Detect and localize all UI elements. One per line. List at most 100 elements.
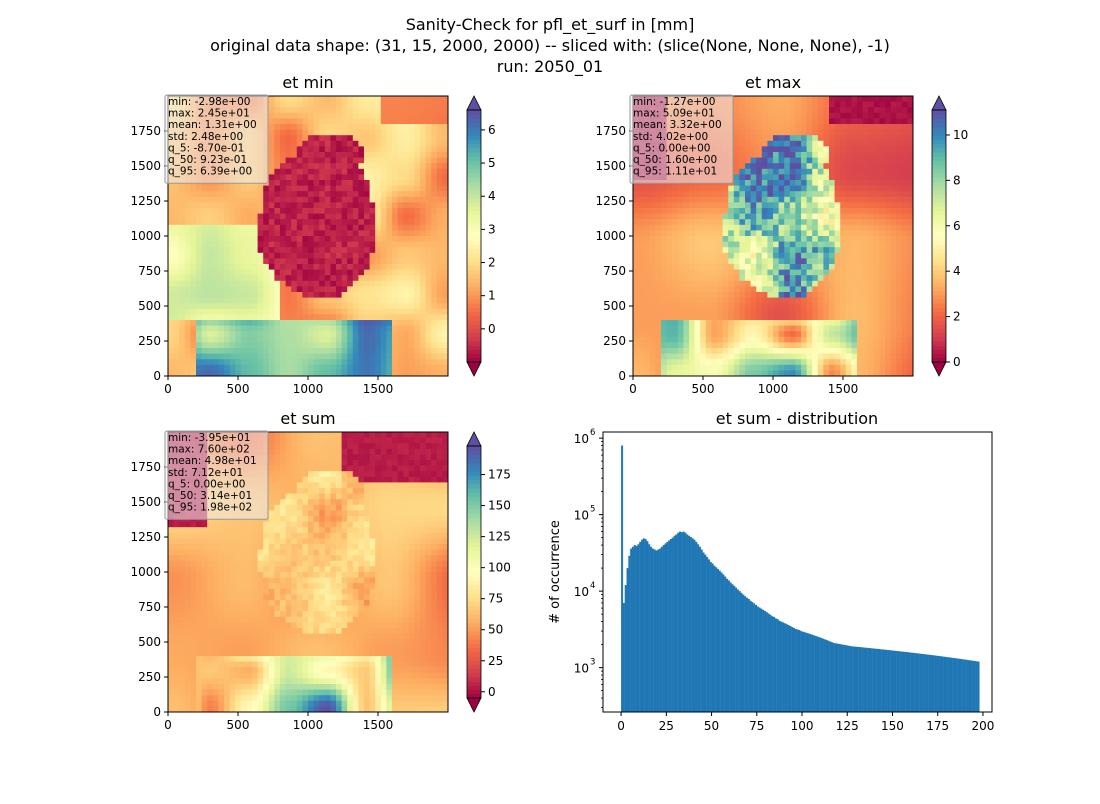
heatmap-cell bbox=[168, 186, 174, 192]
heatmap-cell bbox=[196, 314, 202, 320]
heatmap-cell bbox=[403, 253, 409, 259]
heatmap-cell bbox=[650, 219, 656, 225]
heatmap-cell bbox=[280, 247, 286, 253]
heatmap-cell bbox=[431, 225, 437, 231]
heatmap-cell bbox=[258, 303, 264, 309]
heatmap-cell bbox=[213, 354, 219, 360]
heatmap-cell bbox=[678, 186, 684, 192]
heatmap-cell bbox=[190, 197, 196, 203]
heatmap-cell bbox=[263, 326, 269, 332]
heatmap-cell bbox=[286, 208, 292, 214]
heatmap-cell bbox=[375, 236, 381, 242]
heatmap-cell bbox=[863, 342, 869, 348]
heatmap-cell bbox=[874, 202, 880, 208]
heatmap-cell bbox=[790, 264, 796, 270]
heatmap-cell bbox=[190, 253, 196, 259]
heatmap-cell bbox=[392, 286, 398, 292]
heatmap-cell bbox=[734, 354, 740, 360]
heatmap-cell bbox=[711, 281, 717, 287]
heatmap-cell bbox=[297, 359, 303, 365]
heatmap-cell bbox=[291, 191, 297, 197]
heatmap-cell bbox=[302, 102, 308, 108]
heatmap-cell bbox=[375, 298, 381, 304]
heatmap-cell bbox=[409, 202, 415, 208]
heatmap-cell bbox=[818, 281, 824, 287]
heatmap-cell bbox=[375, 303, 381, 309]
heatmap-cell bbox=[224, 331, 230, 337]
heatmap-cell bbox=[353, 158, 359, 164]
heatmap-cell bbox=[739, 152, 745, 158]
heatmap-cell bbox=[398, 113, 404, 119]
heatmap-cell bbox=[370, 113, 376, 119]
heatmap-cell bbox=[751, 158, 757, 164]
heatmap-cell bbox=[426, 96, 432, 102]
heatmap-cell bbox=[274, 158, 280, 164]
heatmap-cell bbox=[168, 314, 174, 320]
heatmap-cell bbox=[291, 197, 297, 203]
heatmap-cell bbox=[241, 186, 247, 192]
heatmap-cell bbox=[857, 337, 863, 343]
heatmap-cell bbox=[891, 281, 897, 287]
heatmap-cell bbox=[807, 264, 813, 270]
heatmap-cell bbox=[801, 314, 807, 320]
heatmap-cell bbox=[274, 113, 280, 119]
heatmap-cell bbox=[829, 124, 835, 130]
heatmap-cell bbox=[414, 225, 420, 231]
heatmap-cell bbox=[297, 337, 303, 343]
heatmap-cell bbox=[375, 141, 381, 147]
heatmap-cell bbox=[773, 141, 779, 147]
heatmap-cell bbox=[224, 264, 230, 270]
heatmap-cell bbox=[672, 219, 678, 225]
heatmap-cell bbox=[230, 247, 236, 253]
heatmap-cell bbox=[801, 102, 807, 108]
heatmap-cell bbox=[784, 130, 790, 136]
heatmap-cell bbox=[342, 130, 348, 136]
heatmap-cell bbox=[258, 342, 264, 348]
heatmap-cell bbox=[807, 152, 813, 158]
heatmap-cell bbox=[358, 354, 364, 360]
heatmap-cell bbox=[291, 230, 297, 236]
heatmap-cell bbox=[751, 298, 757, 304]
heatmap-cell bbox=[739, 247, 745, 253]
heatmap-cell bbox=[392, 292, 398, 298]
heatmap-cell bbox=[258, 270, 264, 276]
heatmap-cell bbox=[202, 208, 208, 214]
heatmap-cell bbox=[358, 152, 364, 158]
x-tick-label: 500 bbox=[227, 382, 250, 396]
heatmap-cell bbox=[851, 326, 857, 332]
heatmap-cell bbox=[347, 230, 353, 236]
heatmap-cell bbox=[734, 230, 740, 236]
heatmap-cell bbox=[879, 342, 885, 348]
heatmap-cell bbox=[689, 275, 695, 281]
heatmap-cell bbox=[812, 236, 818, 242]
heatmap-cell bbox=[779, 242, 785, 248]
heatmap-cell bbox=[902, 247, 908, 253]
heatmap-cell bbox=[269, 230, 275, 236]
heatmap-cell bbox=[639, 320, 645, 326]
heatmap-cell bbox=[370, 135, 376, 141]
heatmap-cell bbox=[650, 348, 656, 354]
heatmap-cell bbox=[325, 191, 331, 197]
heatmap-cell bbox=[734, 96, 740, 102]
heatmap-cell bbox=[773, 214, 779, 220]
heatmap-cell bbox=[297, 314, 303, 320]
heatmap-cell bbox=[711, 365, 717, 371]
heatmap-cell bbox=[308, 354, 314, 360]
heatmap-cell bbox=[398, 214, 404, 220]
heatmap-cell bbox=[325, 174, 331, 180]
heatmap-cell bbox=[779, 102, 785, 108]
heatmap-cell bbox=[386, 359, 392, 365]
heatmap-cell bbox=[695, 314, 701, 320]
heatmap-cell bbox=[375, 359, 381, 365]
heatmap-cell bbox=[291, 286, 297, 292]
heatmap-cell bbox=[319, 230, 325, 236]
heatmap-cell bbox=[409, 130, 415, 136]
heatmap-cell bbox=[812, 158, 818, 164]
heatmap-cell bbox=[336, 298, 342, 304]
heatmap-cell bbox=[667, 354, 673, 360]
heatmap-cell bbox=[818, 96, 824, 102]
heatmap-cell bbox=[392, 264, 398, 270]
heatmap-cell bbox=[846, 186, 852, 192]
heatmap-cell bbox=[297, 202, 303, 208]
heatmap-cell bbox=[213, 303, 219, 309]
